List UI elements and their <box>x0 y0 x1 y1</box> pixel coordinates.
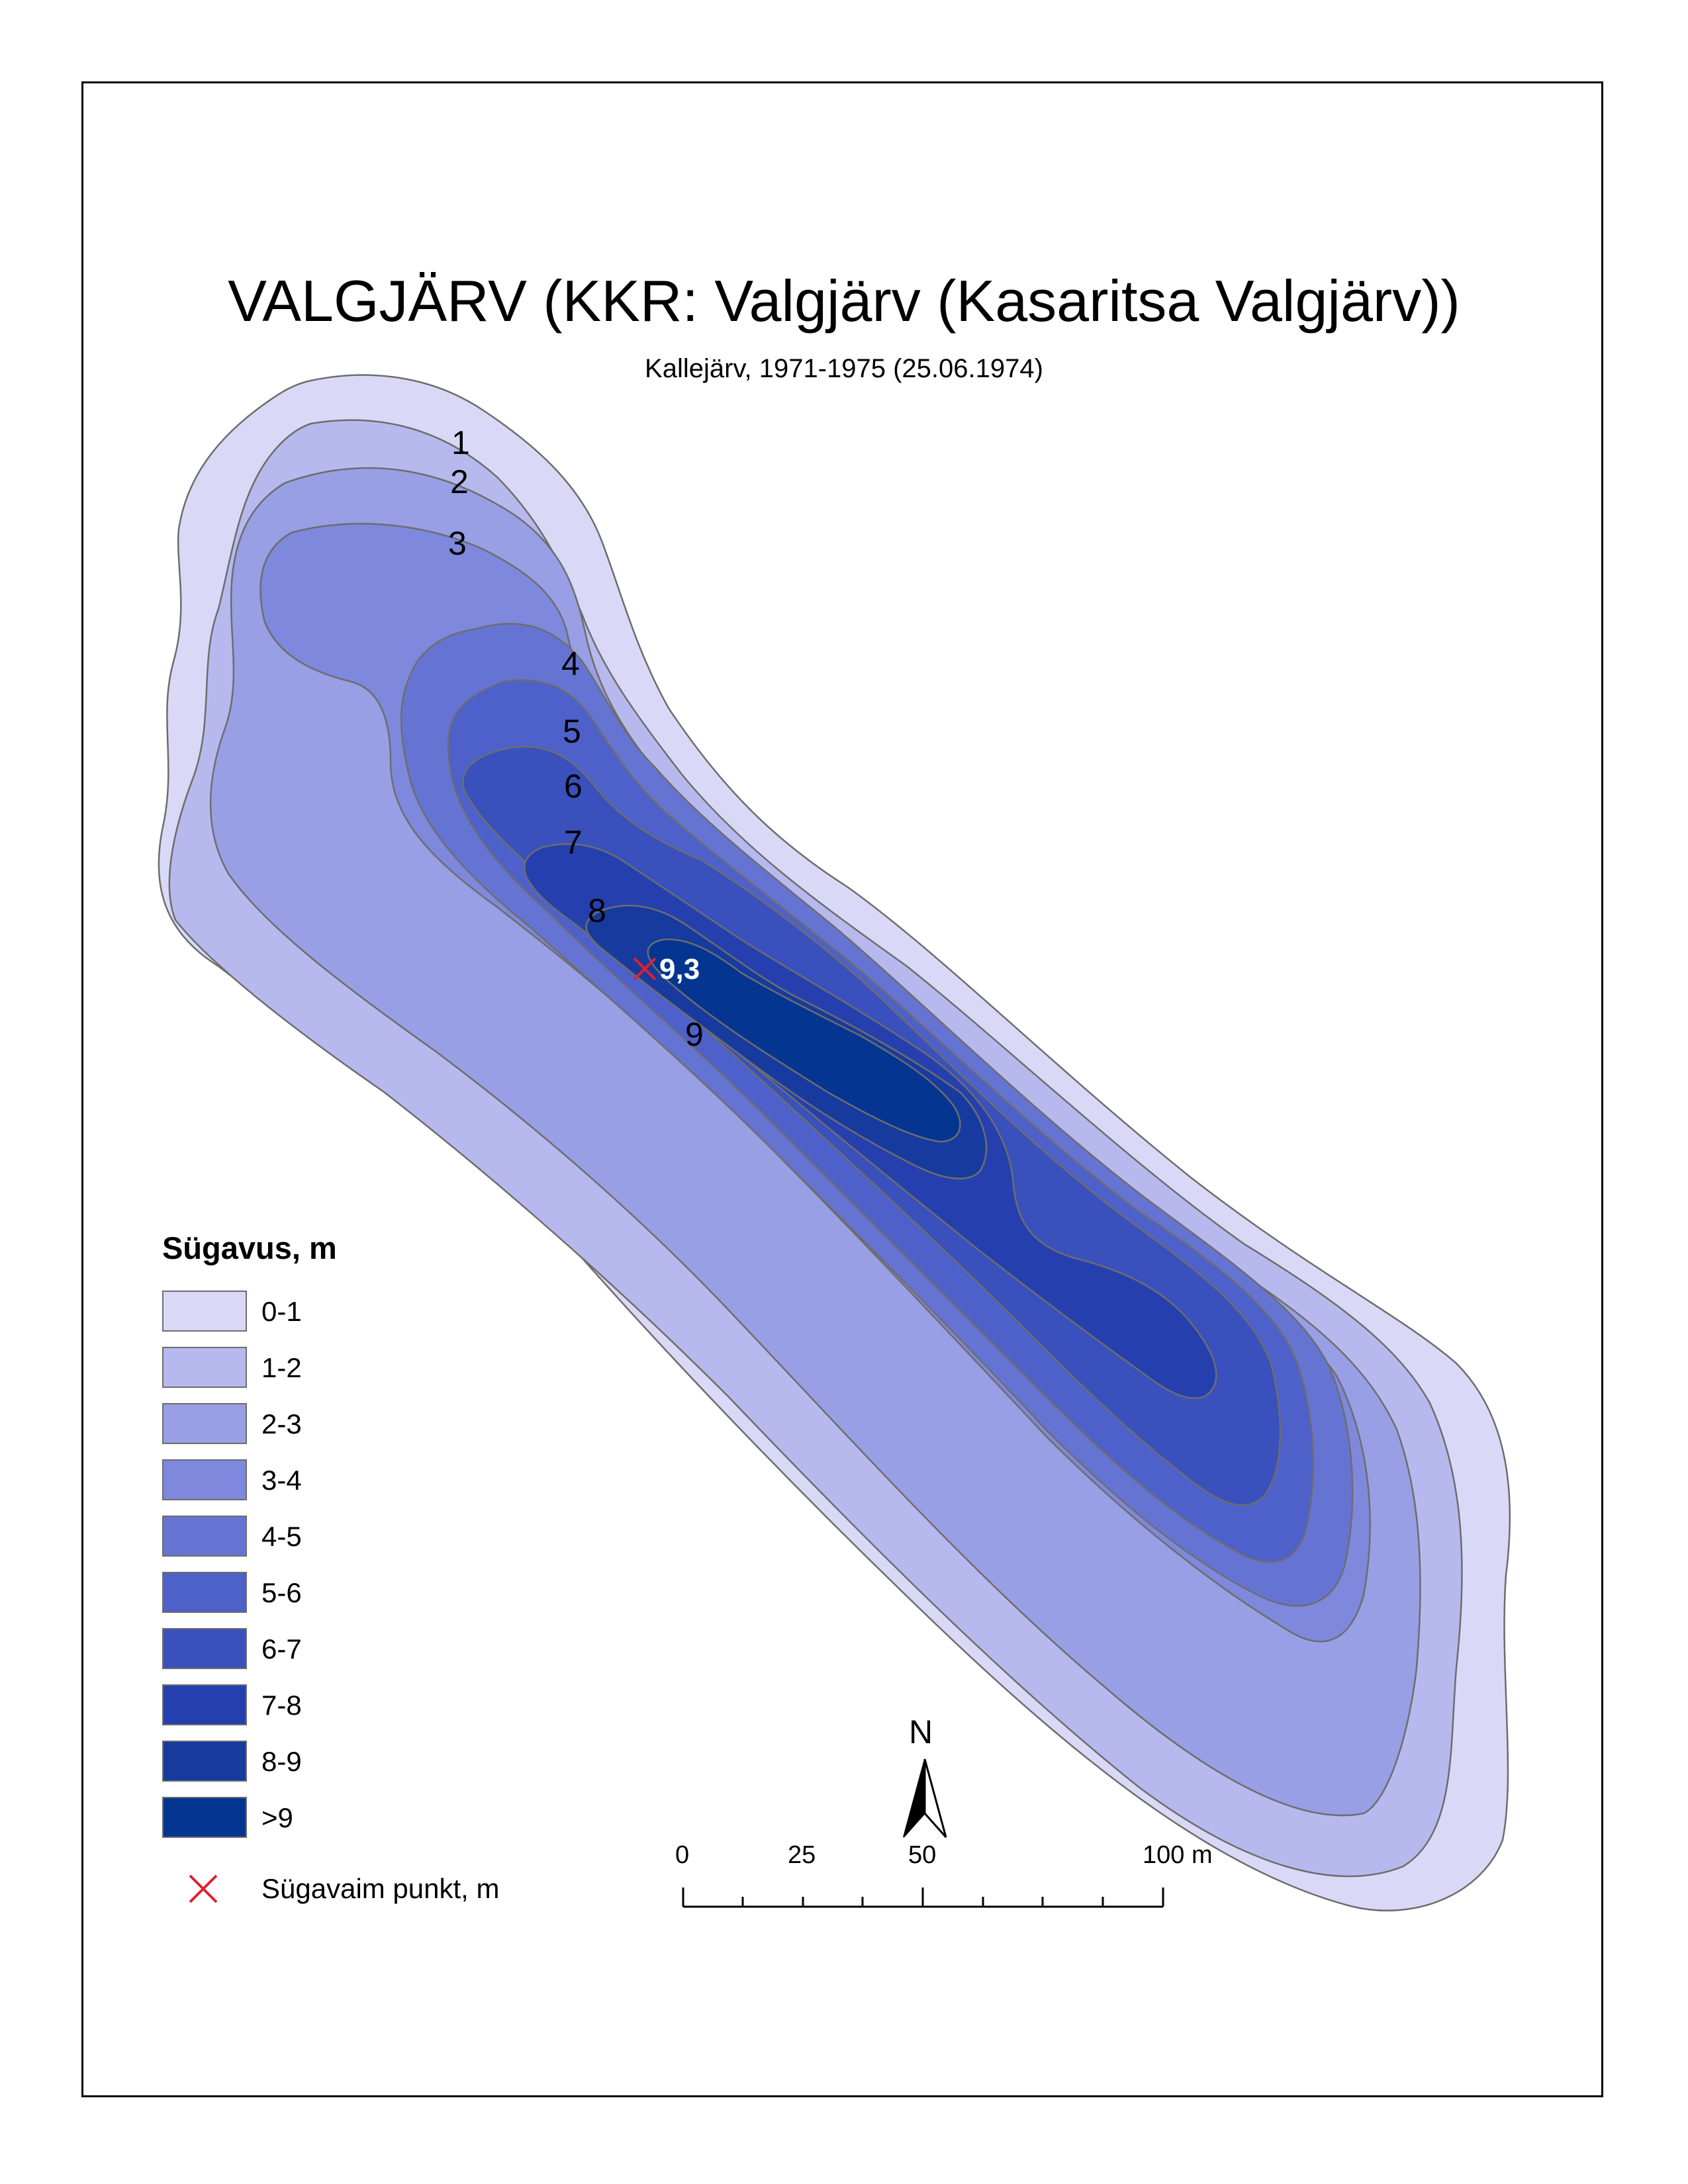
legend-deepest-label: Sügavaim punkt, m <box>261 1873 500 1904</box>
legend-label: 4-5 <box>261 1521 302 1552</box>
scale-label-25: 25 <box>788 1841 816 1869</box>
scale-label-100: 100 m <box>1143 1841 1213 1869</box>
legend-swatch <box>162 1572 247 1613</box>
legend-swatch <box>162 1684 247 1725</box>
legend-swatch <box>162 1516 247 1557</box>
legend-swatch <box>162 1628 247 1669</box>
scale-label-0: 0 <box>675 1841 690 1869</box>
deepest-point-marker: 9,3 <box>633 953 700 985</box>
deepest-point-x-icon <box>189 1874 218 1903</box>
contour-labels: 1 2 3 4 5 6 7 8 9 <box>448 424 704 1053</box>
contour-label-6: 6 <box>564 768 583 805</box>
legend-label: 0-1 <box>261 1296 302 1327</box>
legend-label: 8-9 <box>261 1746 302 1777</box>
contour-label-4: 4 <box>561 645 580 682</box>
legend-title: Sügavus, m <box>162 1230 337 1265</box>
legend-label: 1-2 <box>261 1352 302 1383</box>
legend-label: 6-7 <box>261 1633 302 1664</box>
contour-label-3: 3 <box>448 525 467 562</box>
contour-label-5: 5 <box>563 713 581 750</box>
legend-label: 7-8 <box>261 1690 302 1721</box>
map-subtitle: Kallejärv, 1971-1975 (25.06.1974) <box>645 354 1043 383</box>
legend-label: 5-6 <box>261 1577 302 1608</box>
scale-bar <box>682 1888 1164 1908</box>
map-frame <box>81 81 1603 2097</box>
contour-label-7: 7 <box>564 824 583 861</box>
contour-label-9: 9 <box>685 1016 704 1053</box>
legend-deepest-point: Sügavaim punkt, m <box>162 1870 626 1910</box>
contour-label-2: 2 <box>450 463 469 500</box>
legend-label: >9 <box>261 1802 293 1833</box>
legend-label: 3-4 <box>261 1465 302 1496</box>
north-arrow-icon <box>903 1758 947 1838</box>
depth-band-over-9 <box>647 938 961 1143</box>
legend-swatch <box>162 1797 247 1838</box>
legend-label: 2-3 <box>261 1408 302 1439</box>
contour-label-8: 8 <box>588 892 606 929</box>
deepest-point-value: 9,3 <box>659 953 700 985</box>
north-arrow-label: N <box>909 1713 933 1751</box>
legend-swatch <box>162 1459 247 1500</box>
scale-label-50: 50 <box>908 1841 937 1869</box>
contour-label-1: 1 <box>451 424 470 461</box>
legend-swatch <box>162 1403 247 1444</box>
legend-swatch <box>162 1347 247 1388</box>
legend-swatch <box>162 1741 247 1782</box>
legend-swatch <box>162 1291 247 1332</box>
map-title: VALGJÄRV (KKR: Valgjärv (Kasaritsa Valgj… <box>228 268 1460 334</box>
